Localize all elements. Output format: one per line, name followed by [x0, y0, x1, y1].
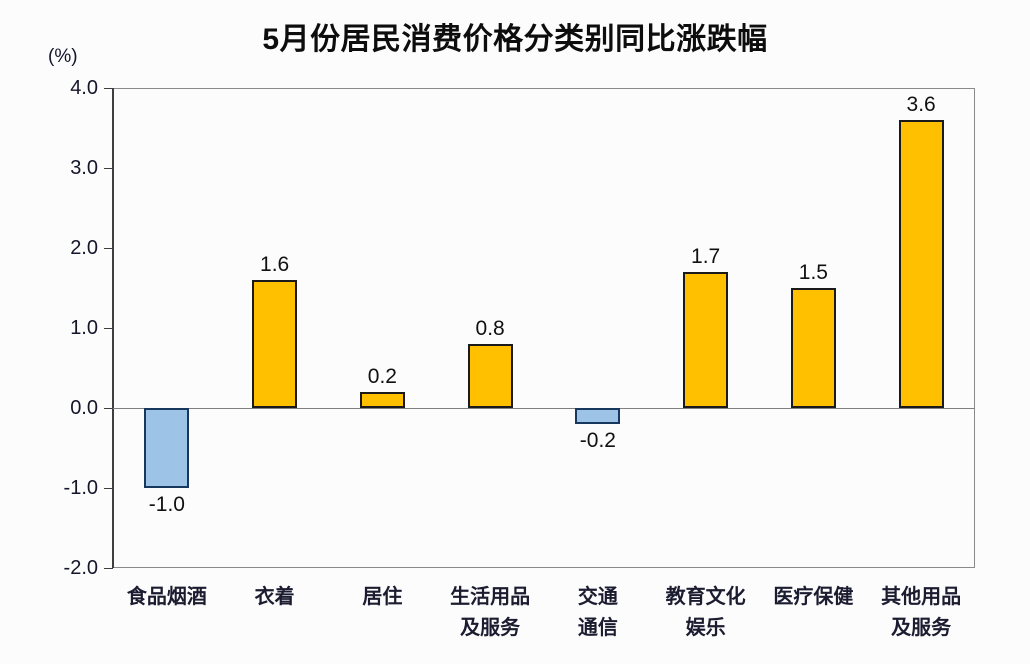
y-axis-unit-label: (%): [48, 46, 78, 67]
y-axis-line: [112, 88, 114, 568]
bar-value-label: 1.6: [260, 253, 290, 276]
bar-4: [467, 344, 513, 408]
x-category-label-line: 居住: [362, 586, 403, 608]
y-tick-label: 0.0: [70, 397, 98, 419]
x-category-label: 其他用品 及服务: [858, 582, 984, 644]
y-tick-label: 1.0: [70, 317, 98, 339]
x-category-label-line: 通信: [577, 617, 618, 639]
bar-value-label: 1.5: [798, 261, 828, 284]
x-category-label: 交通 通信: [535, 582, 661, 644]
bar-5: [575, 408, 621, 424]
x-category-label-line: 衣着: [254, 586, 295, 608]
y-axis-tick-mark: [104, 88, 113, 89]
y-axis-tick-mark: [104, 568, 113, 569]
x-category-label-line: 及服务: [460, 617, 521, 639]
bar-value-label: -1.0: [148, 493, 185, 516]
x-category-label-line: 食品烟酒: [126, 586, 207, 608]
zero-baseline: [113, 408, 975, 409]
x-category-label-line: 娱乐: [685, 617, 726, 639]
x-category-label: 教育文化 娱乐: [643, 582, 769, 644]
x-category-label-line: 交通: [577, 586, 618, 608]
bar-2: [252, 280, 298, 408]
x-category-label: 衣着: [212, 582, 338, 613]
y-axis-tick-mark: [104, 168, 113, 169]
x-category-label-line: 及服务: [891, 617, 952, 639]
bar-7: [790, 288, 836, 408]
x-category-label-line: 医疗保健: [773, 586, 854, 608]
bar-value-label: 0.8: [475, 317, 505, 340]
plot-frame: [113, 88, 975, 568]
y-axis-tick-mark: [104, 408, 113, 409]
y-tick-label: -2.0: [63, 557, 98, 579]
x-category-label: 生活用品 及服务: [427, 582, 553, 644]
x-category-label-line: 生活用品: [450, 586, 531, 608]
y-tick-label: -1.0: [63, 477, 98, 499]
y-axis-tick-mark: [104, 488, 113, 489]
y-tick-label: 4.0: [70, 77, 98, 99]
bar-8: [898, 120, 944, 408]
x-category-label: 居住: [319, 582, 445, 613]
x-category-label: 食品烟酒: [104, 582, 230, 613]
bar-3: [359, 392, 405, 408]
y-axis-tick-mark: [104, 328, 113, 329]
bar-value-label: 1.7: [691, 245, 721, 268]
bar-6: [683, 272, 729, 408]
x-category-label-line: 教育文化: [665, 586, 746, 608]
bar-value-label: 0.2: [367, 365, 397, 388]
x-category-label-line: 其他用品: [881, 586, 962, 608]
chart-title: 5月份居民消费价格分类别同比涨跌幅: [262, 23, 768, 56]
y-axis-tick-mark: [104, 248, 113, 249]
y-tick-label: 2.0: [70, 237, 98, 259]
x-category-label: 医疗保健: [750, 582, 876, 613]
bar-value-label: -0.2: [579, 429, 616, 452]
y-tick-label: 3.0: [70, 157, 98, 179]
bar-value-label: 3.6: [906, 93, 936, 116]
bar-1: [144, 408, 190, 488]
